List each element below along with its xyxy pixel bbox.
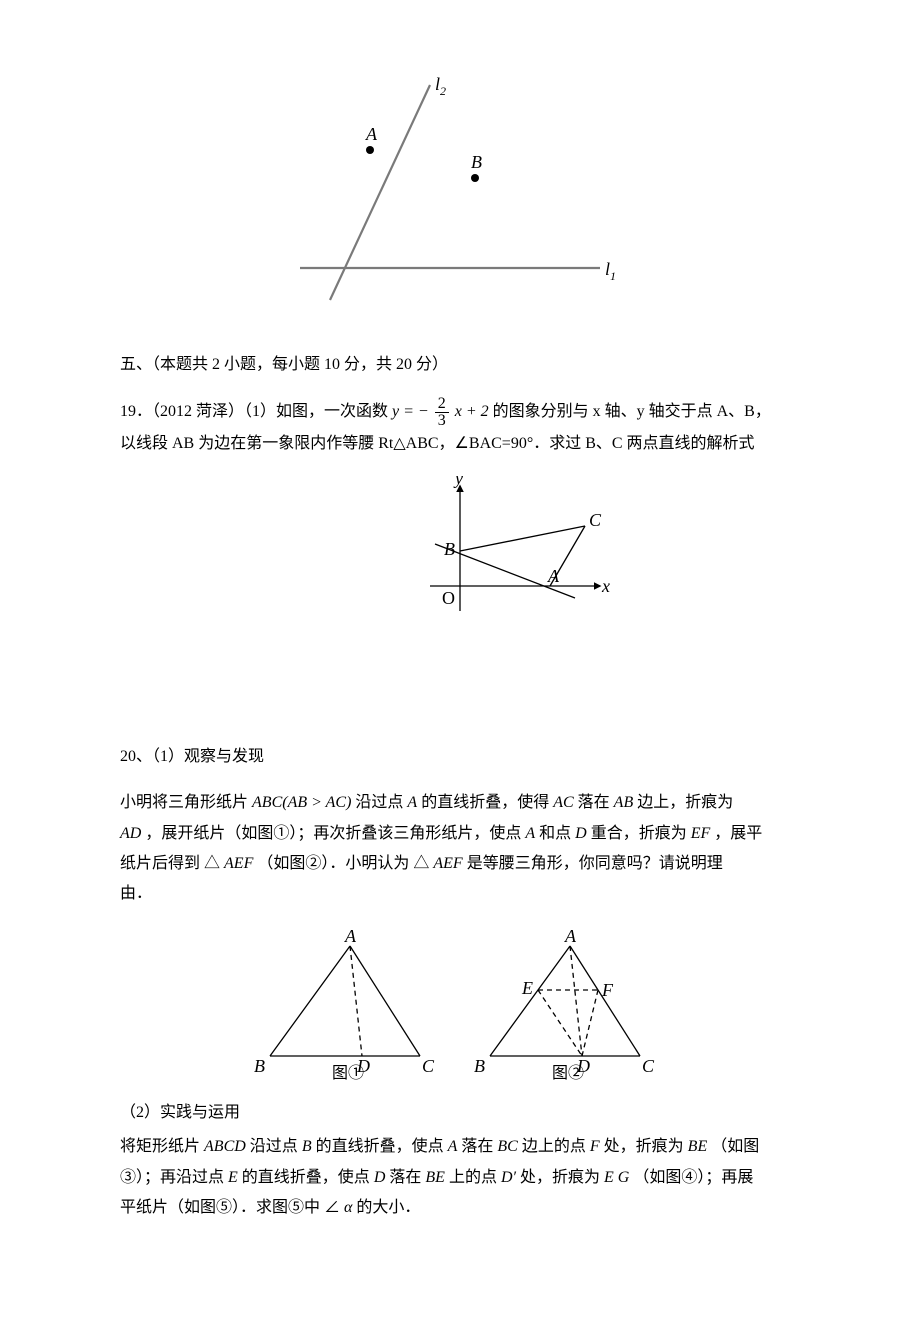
svg-text:O: O [442,588,455,608]
frac-num: 2 [435,396,449,413]
t: α [344,1199,352,1216]
svg-text:y: y [453,476,463,488]
figure-lines-l1-l2: l1 l2 A B [300,70,620,330]
t: （2）实践与运用 [120,1104,240,1121]
t: （如图 [711,1138,759,1155]
t: ABCD [204,1138,246,1155]
svg-text:C: C [642,1056,655,1076]
figure-triangles-fold: ABCDABCDEF图①图② [240,926,680,1086]
svg-text:A: A [344,926,357,946]
t: 的直线折叠，使点 [242,1169,374,1186]
t: B [302,1138,312,1155]
q19-after-eq: 的图象分别与 x 轴、y 轴交于点 A、B， [493,404,771,421]
t: 处，折痕为 [604,1138,688,1155]
svg-text:x: x [601,576,610,596]
svg-text:B: B [471,152,482,172]
t: 边上，折痕为 [637,794,733,811]
q19-text: 19．（2012 菏泽）（1）如图，一次函数 y = − 2 3 x + 2 的… [120,396,800,459]
svg-text:图②: 图② [552,1064,584,1082]
t: 沿过点 [355,794,407,811]
q19-fraction: 2 3 [435,396,449,429]
exam-page: l1l2AB 五、（本题共 2 小题，每小题 10 分，共 20 分） 19．（… [0,0,920,1319]
t: （如图④）；再展 [633,1169,753,1186]
q19-prefix: 19．（2012 菏泽）（1）如图，一次函数 [120,404,392,421]
t: 是等腰三角形，你同意吗？请说明理 [467,855,723,872]
t: BE [425,1169,445,1186]
svg-text:l1: l1 [605,259,616,283]
t: AC [553,794,573,811]
t: 平纸片（如图⑤）．求图⑤中 ∠ [120,1199,340,1216]
t: 落在 [578,794,614,811]
section-5-heading: 五、（本题共 2 小题，每小题 10 分，共 20 分） [120,350,800,380]
t: D [374,1169,386,1186]
t: BE [688,1138,708,1155]
svg-text:A: A [564,926,577,946]
t: 边上的点 [522,1138,590,1155]
t: AEF [433,855,462,872]
t: BC [497,1138,517,1155]
q19-eq-right: x + 2 [455,404,489,421]
t: AD [120,825,141,842]
t: 的直线折叠，使点 [316,1138,448,1155]
t: A [448,1138,458,1155]
t: 的直线折叠，使得 [421,794,553,811]
t: D′ [501,1169,516,1186]
q19-line2: 以线段 AB 为边在第一象限内作等腰 Rt△ABC，∠BAC=90°．求过 B、… [120,435,755,452]
t: 处，折痕为 [520,1169,604,1186]
svg-text:A: A [365,124,378,144]
t: E G [604,1169,629,1186]
q20p2-body: 将矩形纸片 ABCD 沿过点 B 的直线折叠，使点 A 落在 BC 边上的点 F… [120,1132,800,1223]
t: 落在 [461,1138,497,1155]
t: ABC(AB > AC) [252,794,351,811]
t: EF [691,825,711,842]
t: 由． [120,885,152,902]
frac-den: 3 [435,413,449,429]
q20-line1: 20、（1）观察与发现 [120,742,800,772]
svg-text:A: A [547,566,560,586]
t: 和点 [539,825,575,842]
t: ③）；再沿过点 [120,1169,228,1186]
t: AB [614,794,634,811]
t: ，展平 [714,825,762,842]
t: AEF [224,855,253,872]
vspace [120,646,800,726]
svg-text:B: B [474,1056,485,1076]
svg-text:C: C [422,1056,435,1076]
svg-text:l2: l2 [435,74,446,98]
t: 将矩形纸片 [120,1138,204,1155]
t: 重合，折痕为 [591,825,691,842]
t: F [590,1138,600,1155]
svg-text:图①: 图① [332,1064,364,1082]
svg-text:B: B [444,539,455,559]
t: 上的点 [449,1169,501,1186]
svg-text:C: C [589,510,602,530]
t: A [407,794,417,811]
svg-text:F: F [601,980,614,1000]
svg-text:B: B [254,1056,265,1076]
t: 纸片后得到 △ [120,855,220,872]
t: ，展开纸片（如图①）；再次折叠该三角形纸片，使点 [145,825,525,842]
t: E [228,1169,238,1186]
q20p2-head: （2）实践与运用 [120,1098,800,1128]
t: 落在 [389,1169,425,1186]
t: A [525,825,535,842]
q20-para: 小明将三角形纸片 ABC(AB > AC) 沿过点 A 的直线折叠，使得 AC … [120,788,800,910]
t: （如图②）．小明认为 △ [257,855,429,872]
svg-text:E: E [521,978,533,998]
figure-axes-triangle: Ox y A B C [420,476,610,626]
t: 小明将三角形纸片 [120,794,252,811]
t: 沿过点 [250,1138,302,1155]
t: D [575,825,587,842]
q19-eq-left: y = − [392,404,429,421]
t: 的大小． [356,1199,420,1216]
